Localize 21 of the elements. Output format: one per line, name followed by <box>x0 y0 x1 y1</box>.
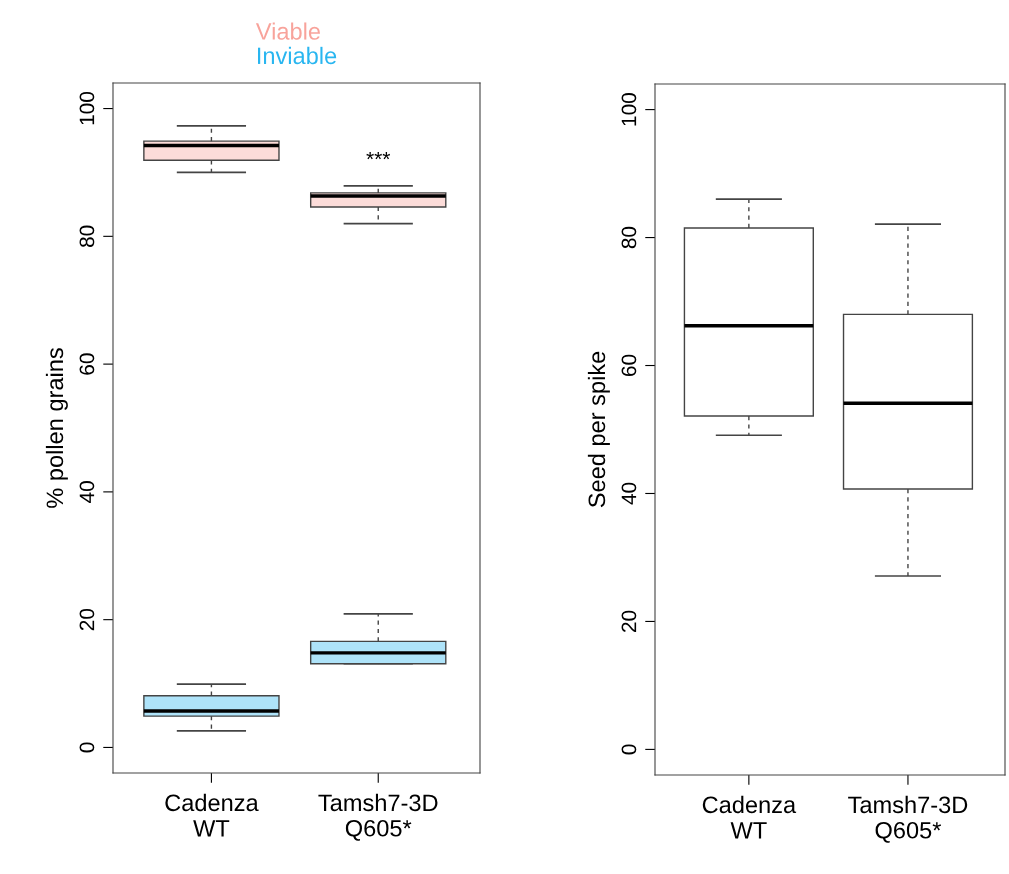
y-tick-label: 40 <box>79 481 95 503</box>
y-tick-label: 0 <box>621 744 637 755</box>
text: Inviable <box>257 46 337 65</box>
annotation: *** <box>366 151 391 160</box>
text: Viable <box>255 22 320 40</box>
y-tick-label: 100 <box>621 93 637 126</box>
y-axis-title: Seed per spike <box>587 351 610 508</box>
y-tick-label: 20 <box>621 610 637 632</box>
x-tick-label: Cadenza WT <box>702 795 797 839</box>
y-tick-label: 0 <box>79 742 95 753</box>
x-tick-label: Tamsh7-3D Q605* <box>848 795 968 843</box>
y-tick-label: 60 <box>79 353 95 375</box>
y-tick-label: 60 <box>621 354 637 377</box>
y-tick-label: 80 <box>621 226 637 249</box>
y-axis-title: % pollen grains <box>45 348 68 508</box>
x-tick-label: Tamsh7-3D Q605* <box>318 793 438 841</box>
y-tick-label: 100 <box>79 91 95 125</box>
x-tick-label: Cadenza WT <box>165 793 259 837</box>
y-tick-label: 80 <box>79 225 95 248</box>
y-tick-label: 40 <box>621 482 637 505</box>
y-tick-label: 20 <box>79 608 95 631</box>
